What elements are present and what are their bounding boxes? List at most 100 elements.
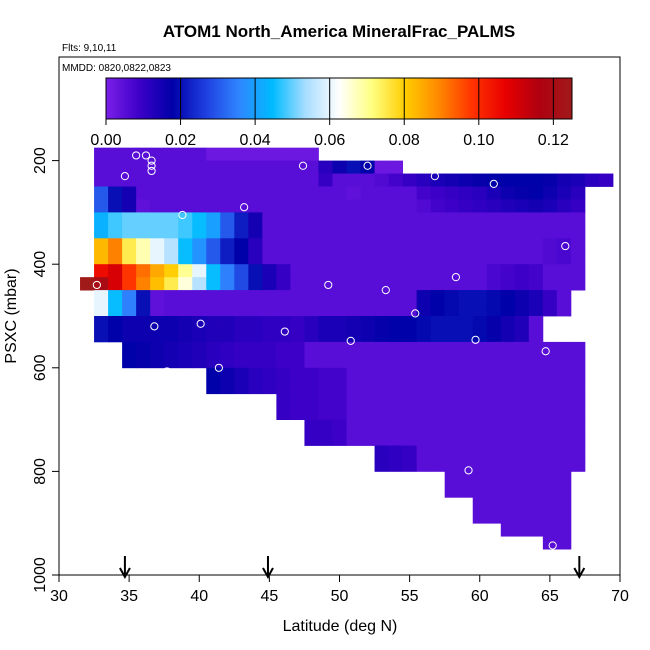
heatmap-cell [388, 367, 404, 382]
observation-point [363, 161, 372, 170]
heatmap-cell [304, 160, 319, 174]
heatmap-cell [262, 328, 277, 343]
heatmap-cell [514, 238, 530, 252]
heatmap-cell [556, 277, 572, 291]
heatmap-cell [500, 225, 516, 239]
heatmap-cell [444, 212, 460, 226]
heatmap-cell [220, 251, 235, 265]
heatmap-cell [192, 277, 207, 291]
heatmap-cell [402, 290, 418, 304]
heatmap-cell [276, 393, 291, 408]
heatmap-cell [416, 354, 432, 369]
heatmap-cell [164, 147, 179, 161]
heatmap-cell [206, 341, 221, 356]
heatmap-cell [444, 445, 460, 459]
heatmap-cell [276, 212, 291, 226]
observation-point [298, 161, 308, 170]
heatmap-cell [570, 212, 586, 226]
y-tick-label: 400 [32, 251, 49, 278]
heatmap-cell [248, 160, 263, 174]
heatmap-cell [486, 290, 502, 304]
heatmap-cell [542, 238, 558, 252]
heatmap-cell [472, 354, 488, 369]
heatmap-cell [360, 225, 375, 239]
heatmap-cell [220, 354, 235, 369]
heatmap-cell [458, 328, 474, 343]
heatmap-cell [500, 432, 516, 446]
heatmap-cell [472, 238, 488, 252]
heatmap-cell [178, 316, 193, 330]
heatmap-cell [290, 303, 305, 317]
chart-title: ATOM1 North_America MineralFrac_PALMS [163, 22, 515, 41]
heatmap-cell [290, 212, 305, 226]
heatmap-cell [500, 406, 516, 420]
heatmap-cell [206, 316, 221, 330]
heatmap-cell [570, 393, 586, 408]
heatmap-cell [332, 354, 347, 369]
heatmap-cell [318, 393, 333, 408]
heatmap-cell [234, 147, 249, 161]
heatmap-cell [374, 264, 389, 278]
heatmap-cell [416, 432, 432, 446]
heatmap-cell [556, 212, 572, 226]
heatmap-cell [178, 186, 193, 200]
heatmap-cell [472, 212, 488, 226]
heatmap-cell [150, 199, 165, 213]
heatmap-cell [80, 277, 95, 291]
heatmap-cell [178, 251, 193, 265]
heatmap-cell [528, 328, 544, 343]
heatmap-cell [346, 380, 361, 395]
heatmap-cell [262, 238, 277, 252]
heatmap-cell [136, 160, 151, 174]
heatmap-cell [332, 432, 347, 446]
heatmap-cell [444, 367, 460, 382]
heatmap-cell [402, 445, 418, 459]
heatmap-cell [360, 251, 375, 265]
heatmap-cell [388, 419, 404, 433]
heatmap-cell [514, 367, 530, 382]
heatmap-cell [514, 303, 530, 317]
heatmap-cell [164, 160, 179, 174]
heatmap-cell [108, 212, 123, 226]
heatmap-cell [318, 303, 333, 317]
heatmap-cell [248, 173, 263, 187]
heatmap-cell [402, 354, 418, 369]
x-tick-label: 65 [541, 588, 559, 605]
heatmap-cell [122, 238, 137, 252]
heatmap-cell [528, 212, 544, 226]
heatmap-cell [150, 173, 165, 187]
heatmap-cell [556, 471, 572, 485]
heatmap-cell [360, 367, 375, 382]
heatmap-cell [276, 238, 291, 252]
heatmap-cell [500, 419, 516, 433]
heatmap-cell [318, 354, 333, 369]
heatmap-cell [136, 212, 151, 226]
heatmap-cell [262, 160, 277, 174]
observation-point [214, 363, 223, 372]
heatmap-cell [304, 303, 319, 317]
heatmap-cell [402, 393, 418, 408]
heatmap-cell [192, 199, 207, 213]
heatmap-cell [94, 251, 109, 265]
heatmap-cell [206, 225, 221, 239]
heatmap-cell [556, 354, 572, 369]
heatmap-cell [360, 173, 375, 187]
heatmap-cell [528, 225, 544, 239]
heatmap-cell [486, 419, 502, 433]
heatmap-cell [262, 251, 277, 265]
heatmap-cell [248, 212, 263, 226]
heatmap-cell [332, 328, 347, 343]
heatmap-cell [444, 393, 460, 408]
heatmap-cell [304, 367, 319, 382]
heatmap-cell [556, 173, 572, 187]
heatmap-cell [332, 316, 347, 330]
heatmap-cell [500, 471, 516, 485]
heatmap-cell [122, 277, 137, 291]
heatmap-cell [206, 354, 221, 369]
heatmap-cell [192, 225, 207, 239]
heatmap-cell [444, 432, 460, 446]
heatmap-cell [570, 458, 586, 472]
colorbar-tick-label: 0.04 [240, 132, 271, 149]
heatmap-cell [136, 303, 151, 317]
heatmap-cell [472, 328, 488, 343]
